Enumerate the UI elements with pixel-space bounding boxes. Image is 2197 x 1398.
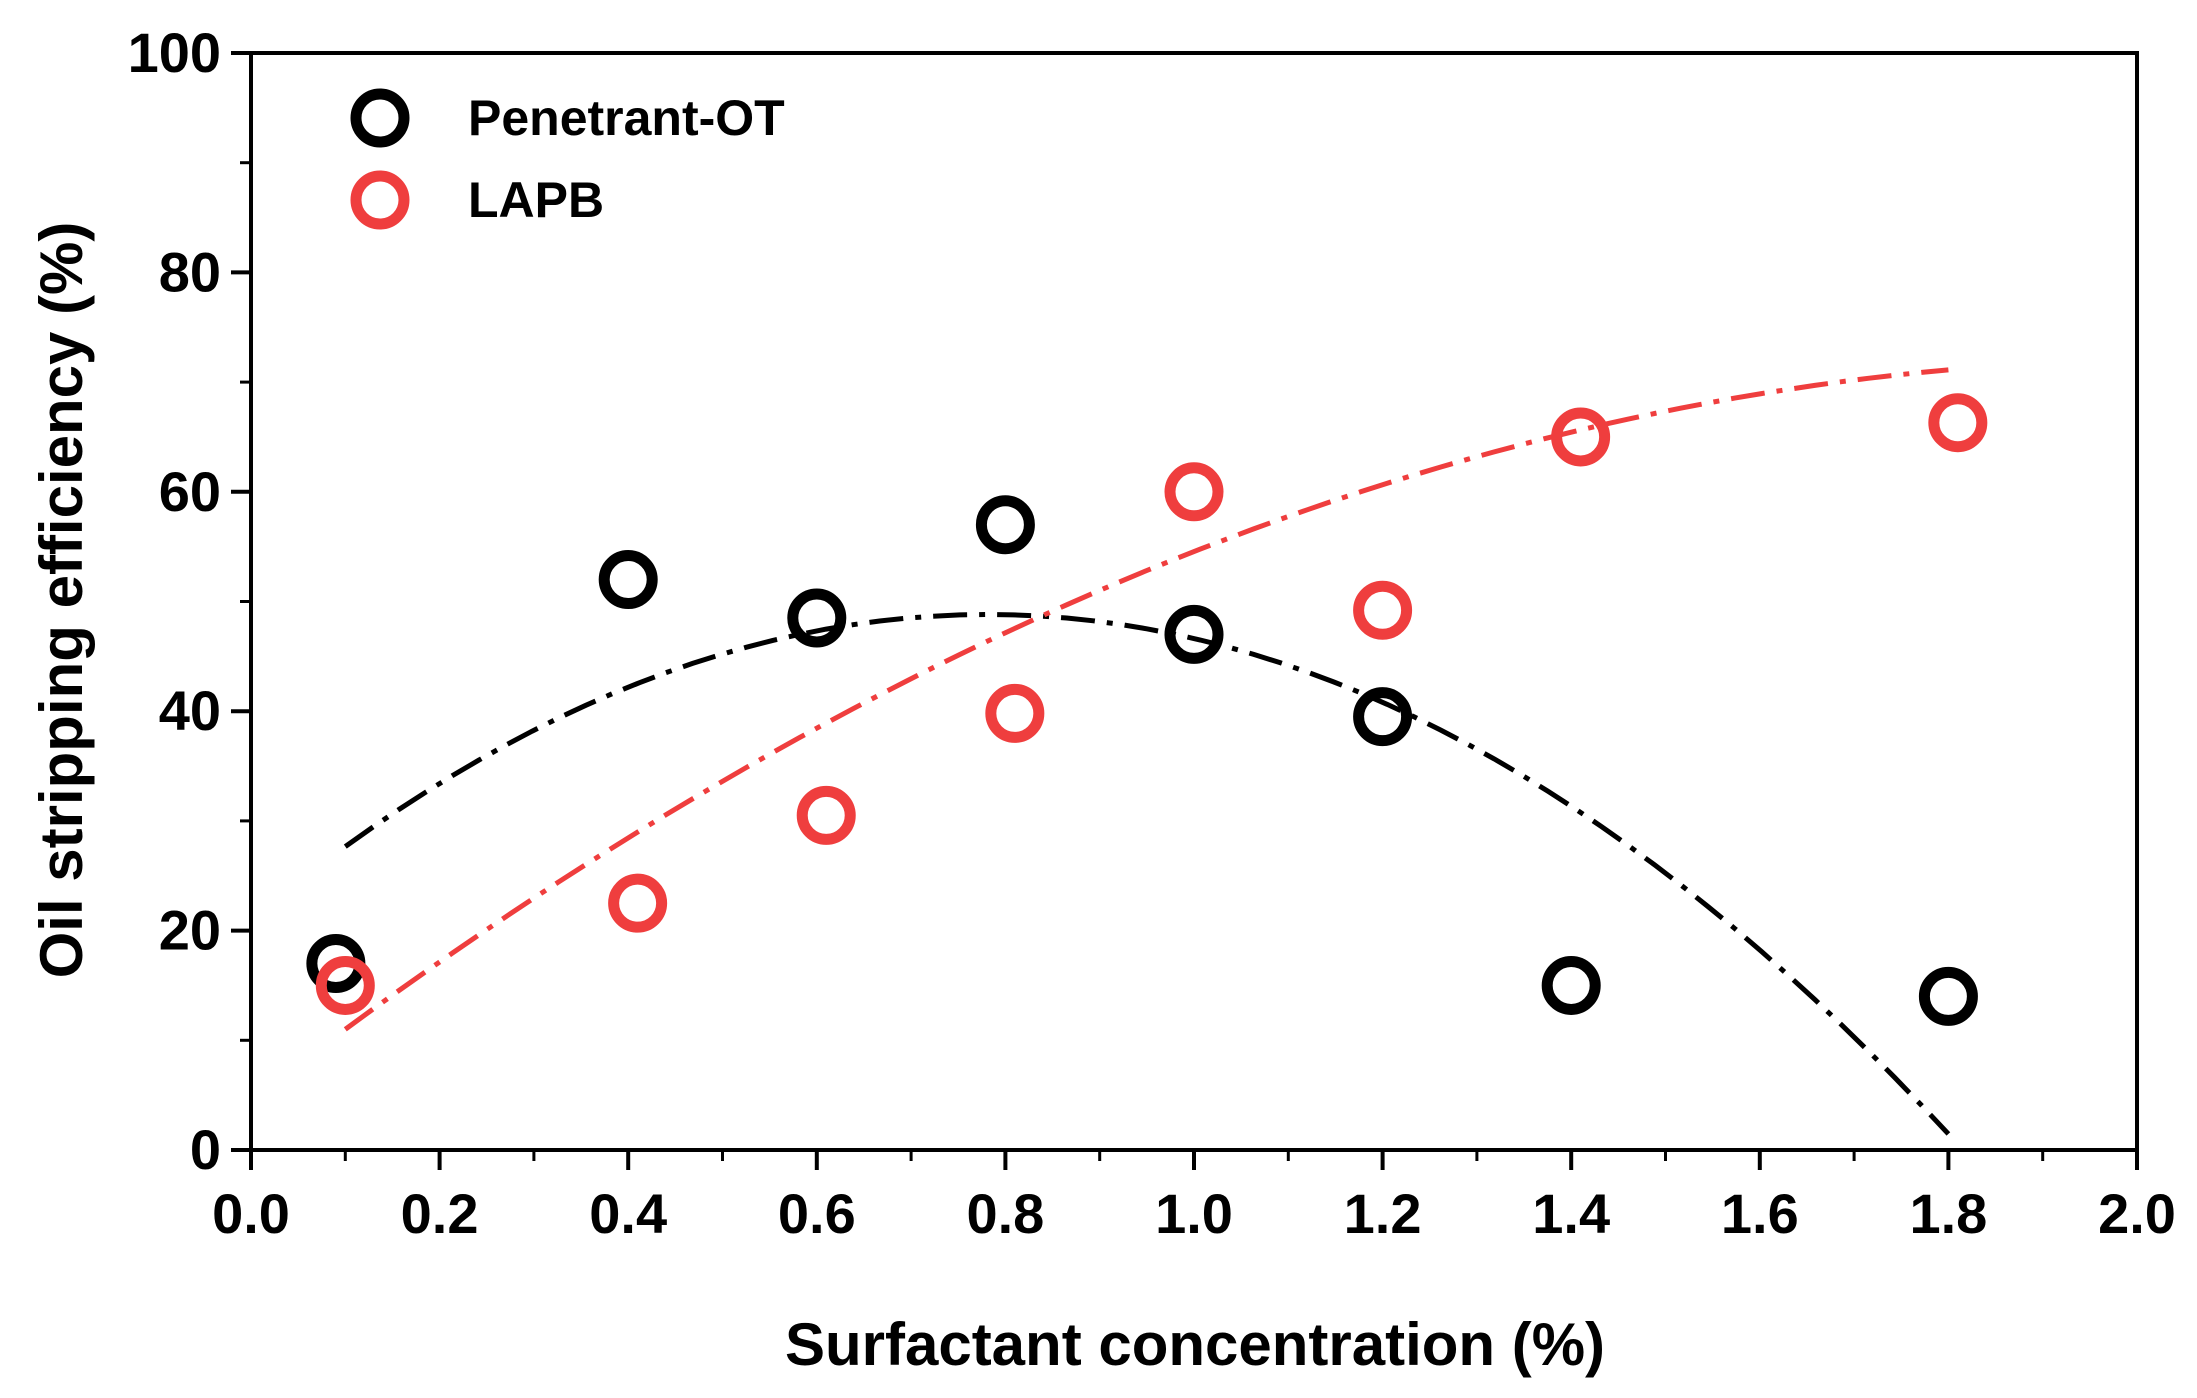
fit-curve-penetrant-ot (343, 611, 1951, 1136)
data-point-penetrant-ot (1164, 604, 1224, 664)
legend-marker-penetrant-ot (350, 88, 410, 148)
y-tick-label: 60 (159, 460, 221, 523)
x-tick-label: 1.2 (1344, 1182, 1422, 1245)
data-point-lapb (1353, 580, 1413, 640)
x-tick-label: 2.0 (2098, 1182, 2176, 1245)
y-axis-title: Oil stripping efficiency (%) (28, 222, 95, 979)
data-point-penetrant-ot (1541, 955, 1601, 1015)
y-tick-label: 100 (128, 21, 221, 84)
data-point-lapb (315, 955, 375, 1015)
data-point-penetrant-ot (598, 550, 658, 610)
data-point-lapb (1164, 462, 1224, 522)
data-point-lapb (1928, 393, 1988, 453)
data-point-penetrant-ot (1918, 966, 1978, 1026)
legend: Penetrant-OT LAPB (350, 88, 785, 230)
data-point-penetrant-ot (975, 495, 1035, 555)
x-tick-label: 1.6 (1721, 1182, 1799, 1245)
legend-marker-lapb (350, 170, 410, 230)
data-point-lapb (1551, 407, 1611, 467)
y-tick-label: 20 (159, 899, 221, 962)
x-tick-label: 0.4 (589, 1182, 667, 1245)
legend-label-lapb: LAPB (468, 172, 604, 228)
x-tick-label: 0.2 (401, 1182, 479, 1245)
y-tick-label: 80 (159, 240, 221, 303)
x-axis-title: Surfactant concentration (%) (785, 1311, 1605, 1378)
x-tick-label: 0.0 (212, 1182, 290, 1245)
x-tick-label: 0.6 (778, 1182, 856, 1245)
data-points (306, 393, 1988, 1026)
x-tick-label: 1.8 (1909, 1182, 1987, 1245)
data-point-penetrant-ot (787, 588, 847, 648)
data-point-penetrant-ot (1353, 687, 1413, 747)
y-tick-label: 40 (159, 679, 221, 742)
axes: 0.0 0.2 0.4 0.6 0.8 1.0 1.2 1.4 1.6 1.8 2.0 0 20 40 60… (128, 21, 2176, 1245)
data-point-lapb (796, 785, 856, 845)
x-tick-label: 0.8 (966, 1182, 1044, 1245)
data-point-lapb (608, 873, 668, 933)
legend-label-penetrant-ot: Penetrant-OT (468, 90, 785, 146)
fit-curves (343, 367, 1951, 1136)
data-point-lapb (985, 683, 1045, 743)
x-tick-label: 1.4 (1532, 1182, 1610, 1245)
fit-curve-lapb (343, 367, 1949, 1032)
y-tick-label: 0 (190, 1118, 221, 1181)
x-tick-label: 1.0 (1155, 1182, 1233, 1245)
